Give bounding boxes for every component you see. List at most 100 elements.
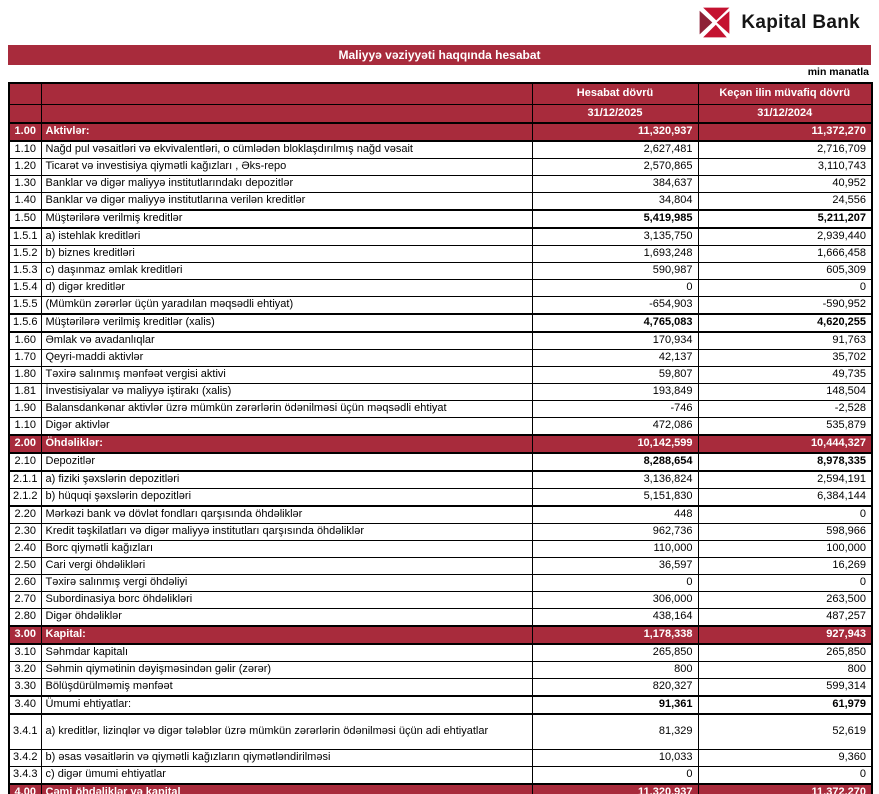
table-row: 1.5.6 Müştərilərə verilmiş kreditlər (xal… [8,313,873,333]
section-row: 4.00 Cəmi öhdəliklər və kapital 11,320,937… [8,783,873,794]
row-number: 1.90 [8,400,42,418]
table-row: 1.5.1 a) istehlak kreditləri 3,135,750 2,93… [8,227,873,246]
row-number: 2.20 [8,505,42,524]
value-current-period: 590,987 [531,262,699,280]
table-row: 1.50 Müştərilərə verilmiş kreditlər 5,419,… [8,209,873,229]
value-prior-period: 49,735 [697,366,873,384]
row-number: 2.40 [8,540,42,558]
value-prior-period: 605,309 [697,262,873,280]
row-number: 2.1.2 [8,488,42,507]
value-current-period: 472,086 [531,417,699,436]
value-prior-period: 11,372,270 [697,783,873,794]
row-label: Təxirə salınmış mənfəət vergisi aktivi [40,366,533,384]
value-prior-period: 24,556 [697,192,873,211]
row-label: c) daşınmaz əmlak kreditləri [40,262,533,280]
row-label: a) fiziki şəxslərin depozitləri [40,470,533,489]
value-current-period: 81,329 [531,713,699,750]
table-row: 1.90 Balansdankənar aktivlər üzrə mümkün … [8,400,873,418]
value-current-period: 11,320,937 [531,122,699,142]
row-number: 1.5.3 [8,262,42,280]
value-current-period: 11,320,937 [531,783,699,794]
row-label: Subordinasiya borc öhdəlikləri [40,591,533,609]
table-row: 2.70 Subordinasiya borc öhdəlikləri 306,00… [8,591,873,609]
value-prior-period: 148,504 [697,383,873,401]
table-row: 3.40 Ümumi ehtiyatlar: 91,361 61,979 [8,695,873,715]
value-prior-period: 52,619 [697,713,873,750]
row-number: 3.4.3 [8,766,42,785]
row-number: 3.00 [8,625,42,645]
table-row: 1.80 Təxirə salınmış mənfəət vergisi akti… [8,366,873,384]
table-row: 1.5.2 b) biznes kreditləri 1,693,248 1,666,… [8,245,873,263]
value-current-period: 170,934 [531,331,699,350]
value-prior-period: 11,372,270 [697,122,873,142]
row-number: 1.81 [8,383,42,401]
row-label: Nağd pul vəsaitləri və ekvivalentləri, o… [40,140,533,159]
row-number: 1.10 [8,417,42,436]
value-current-period: 10,142,599 [531,434,699,454]
row-number: 1.10 [8,140,42,159]
value-prior-period: 40,952 [697,175,873,193]
row-number: 2.70 [8,591,42,609]
value-current-period: 0 [531,766,699,785]
value-prior-period: 1,666,458 [697,245,873,263]
row-label: Borc qiymətli kağızları [40,540,533,558]
table-row: 1.81 İnvestisiyalar və maliyyə iştirakı (… [8,383,873,401]
row-number: 2.50 [8,557,42,575]
table-row: 3.10 Səhmdar kapitalı 265,850 265,850 [8,643,873,662]
row-label: İnvestisiyalar və maliyyə iştirakı (xali… [40,383,533,401]
value-prior-period: -590,952 [697,296,873,315]
value-current-period: 3,135,750 [531,227,699,246]
header-empty-label2 [40,104,533,124]
row-label: b) əsas vəsaitlərin və qiymətli kağızlar… [40,749,533,767]
value-prior-period: 265,850 [697,643,873,662]
row-number: 3.20 [8,661,42,679]
row-label: d) digər kreditlər [40,279,533,297]
header-empty-label [40,82,533,105]
value-current-period: 265,850 [531,643,699,662]
table-row: 2.30 Kredit təşkilatları və digər maliyyə… [8,523,873,541]
row-label: Müştərilərə verilmiş kreditlər (xalis) [40,313,533,333]
row-label: Ticarət və investisiya qiymətli kağızlar… [40,158,533,176]
value-prior-period: 16,269 [697,557,873,575]
row-label: Qeyri-maddi aktivlər [40,349,533,367]
section-row: 2.00 Öhdəliklər: 10,142,599 10,444,327 [8,434,873,454]
row-label: Səhmdar kapitalı [40,643,533,662]
header-prior-period: Keçən ilin müvafiq dövrü [697,82,873,105]
row-label: b) hüquqi şəxslərin depozitləri [40,488,533,507]
row-label: Ümumi ehtiyatlar: [40,695,533,715]
row-label: Kredit təşkilatları və digər maliyyə ins… [40,523,533,541]
value-prior-period: 3,110,743 [697,158,873,176]
value-current-period: 448 [531,505,699,524]
row-number: 1.5.1 [8,227,42,246]
table-row: 2.80 Digər öhdəliklər 438,164 487,257 [8,608,873,627]
row-number: 2.80 [8,608,42,627]
row-label: a) istehlak kreditləri [40,227,533,246]
table-row: 3.4.2 b) əsas vəsaitlərin və qiymətli kağ… [8,749,873,767]
value-current-period: -654,903 [531,296,699,315]
row-label: Kapital: [40,625,533,645]
row-number: 1.5.4 [8,279,42,297]
value-current-period: 306,000 [531,591,699,609]
row-number: 2.1.1 [8,470,42,489]
header-empty-no2 [8,104,42,124]
row-label: Banklar və digər maliyyə institutlarında… [40,175,533,193]
row-label: Əmlak və avadanlıqlar [40,331,533,350]
row-number: 2.00 [8,434,42,454]
value-prior-period: 10,444,327 [697,434,873,454]
row-number: 3.10 [8,643,42,662]
report-title-band: Maliyyə vəziyyəti haqqında hesabat [8,45,871,65]
row-number: 1.5.5 [8,296,42,315]
table-row: 2.60 Təxirə salınmış vergi öhdəliyi 0 0 [8,574,873,592]
value-current-period: 5,419,985 [531,209,699,229]
header-empty-no [8,82,42,105]
value-prior-period: 100,000 [697,540,873,558]
table-row: 1.5.3 c) daşınmaz əmlak kreditləri 590,987… [8,262,873,280]
value-prior-period: 9,360 [697,749,873,767]
value-current-period: 59,807 [531,366,699,384]
value-current-period: 8,288,654 [531,452,699,472]
row-label: Aktivlər: [40,122,533,142]
row-number: 1.20 [8,158,42,176]
row-label: Digər aktivlər [40,417,533,436]
value-current-period: 1,178,338 [531,625,699,645]
